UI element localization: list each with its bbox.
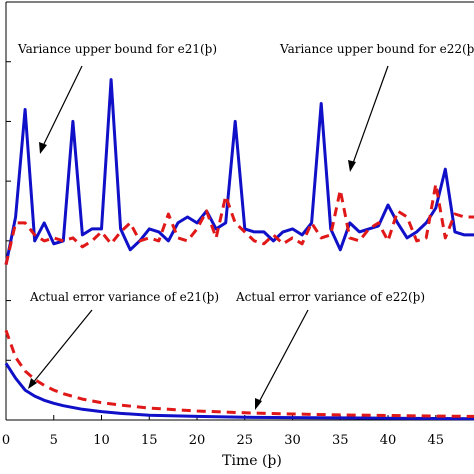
y-ticks — [6, 1, 11, 421]
x-tick-label: 25 — [237, 433, 254, 448]
x-axis-title: Time (þ) — [222, 453, 282, 469]
arrowhead-upper-e21 — [39, 142, 47, 154]
x-tick-label: 35 — [332, 433, 349, 448]
x-tick-label: 30 — [284, 433, 301, 448]
arrowhead-upper-e22 — [348, 160, 356, 172]
series-line-0 — [4, 78, 474, 265]
arrow-actual-e21 — [31, 309, 93, 385]
arrow-upper-e21 — [41, 65, 83, 149]
series-line-3 — [4, 329, 474, 418]
series-layer — [4, 78, 474, 421]
annotation-actual-e21: Actual error variance of e21(þ) — [29, 290, 219, 304]
annotation-upper-e22: Variance upper bound for e22(þ) — [279, 42, 474, 56]
arrow-actual-e22 — [257, 309, 309, 405]
x-tick-label: 20 — [189, 433, 206, 448]
annotations: Variance upper bound for e21(þ) Variance… — [17, 42, 474, 410]
annotation-actual-e22: Actual error variance of e22(þ) — [235, 290, 425, 304]
x-tick-label: 0 — [2, 433, 10, 448]
plot-frame — [5, 1, 474, 421]
arrowhead-actual-e21 — [28, 378, 37, 389]
x-tick-label: 45 — [428, 433, 445, 448]
x-tick-label: 15 — [141, 433, 158, 448]
x-ticks: 0 5 10 15 20 25 30 35 40 45 — [2, 415, 444, 448]
series-line-2 — [4, 362, 474, 421]
series-line-1 — [4, 182, 474, 266]
x-tick-label: 40 — [380, 433, 397, 448]
annotation-upper-e21: Variance upper bound for e21(þ) — [17, 42, 217, 56]
arrowhead-actual-e22 — [255, 398, 262, 410]
x-tick-label: 5 — [50, 433, 58, 448]
arrow-upper-e22 — [351, 65, 389, 167]
x-tick-label: 10 — [93, 433, 110, 448]
